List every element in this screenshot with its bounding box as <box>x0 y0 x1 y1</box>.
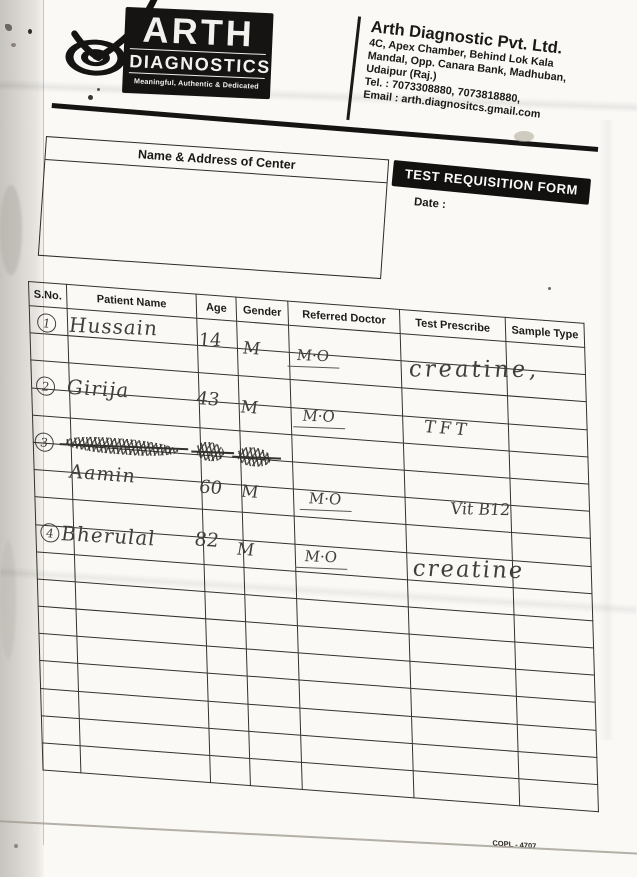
table-cell <box>40 688 80 719</box>
table-cell <box>238 375 291 408</box>
table-cell <box>208 700 249 732</box>
scan-speck <box>88 95 93 100</box>
table-cell <box>247 676 300 708</box>
requisition-table: S.No. Patient Name Age Gender Referred D… <box>28 281 599 812</box>
table-cell <box>240 457 294 490</box>
table-cell <box>244 594 298 626</box>
scan-artifact <box>0 185 22 275</box>
form-title-group: TEST REQUISITION FORM Date : <box>390 160 592 225</box>
table-cell <box>241 485 295 517</box>
scan-speck <box>548 287 551 290</box>
table-cell <box>243 539 296 572</box>
table-cell <box>242 512 295 544</box>
header-divider <box>346 16 361 121</box>
table-cell <box>202 509 244 540</box>
table-cell <box>236 321 290 353</box>
center-address-box: Name & Address of Center <box>37 136 390 280</box>
table-cell <box>199 400 240 431</box>
table-cell <box>245 621 299 654</box>
column-header-sno: S.No. <box>28 281 68 309</box>
table-cell <box>37 578 77 610</box>
table-body <box>29 305 599 812</box>
company-header: Arth Diagnostic Pvt. Ltd. 4C, Apex Chamb… <box>346 16 600 127</box>
table-cell <box>36 551 76 582</box>
requisition-table-wrap: S.No. Patient Name Age Gender Referred D… <box>28 281 601 851</box>
scan-speck <box>5 24 12 31</box>
table-cell <box>33 442 72 473</box>
scan-smudge <box>514 131 534 142</box>
table-cell <box>32 414 72 446</box>
scan-artifact <box>0 540 16 660</box>
table-cell <box>239 430 293 462</box>
table-cell <box>197 345 239 376</box>
table-cell <box>198 372 240 404</box>
table-cell <box>206 646 248 677</box>
table-cell <box>246 649 300 681</box>
table-cell <box>35 524 75 555</box>
table-cell <box>201 482 243 513</box>
paper-crease <box>598 120 614 740</box>
table-cell <box>205 618 247 650</box>
scan-speck <box>97 88 100 91</box>
table-cell <box>247 703 301 736</box>
table-cell <box>39 660 79 692</box>
table-cell <box>30 332 69 364</box>
table-cell <box>38 606 77 637</box>
table-cell <box>200 454 242 486</box>
table-cell <box>208 728 250 759</box>
table-cell <box>518 778 599 812</box>
scanner-edge-strip <box>0 0 44 877</box>
table-cell <box>34 496 74 528</box>
table-cell <box>204 564 245 595</box>
table-cell <box>42 742 81 774</box>
scan-speck <box>14 844 18 848</box>
brand-name: ARTH <box>141 8 256 55</box>
scan-speck <box>11 43 16 47</box>
table-cell <box>30 360 70 391</box>
table-cell <box>203 536 244 568</box>
table-cell <box>200 427 241 458</box>
table-cell <box>31 387 71 418</box>
logo-box: ARTH DIAGNOSTICS Meaningful, Authentic &… <box>121 6 274 100</box>
table-cell <box>29 305 68 336</box>
table-cell <box>41 715 81 746</box>
scan-speck <box>28 29 32 34</box>
table-cell <box>237 348 291 380</box>
paper-fold-line <box>43 0 44 845</box>
paper-bottom-edge <box>0 820 637 858</box>
table-cell <box>248 731 302 763</box>
table-cell <box>207 673 248 704</box>
table-cell <box>239 403 292 435</box>
table-cell <box>209 755 251 786</box>
table-cell <box>196 318 238 349</box>
table-cell <box>249 758 303 790</box>
table-cell <box>34 469 73 500</box>
column-header-age: Age <box>196 294 237 322</box>
table-cell <box>38 633 78 664</box>
table-cell <box>204 591 246 622</box>
table-cell <box>243 567 297 599</box>
